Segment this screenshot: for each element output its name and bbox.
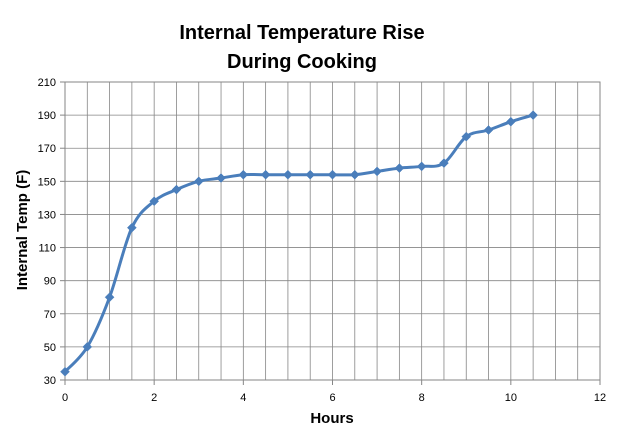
data-point-marker — [82, 342, 93, 352]
x-tick-label: 6 — [329, 392, 335, 404]
y-tick-label: 30 — [44, 375, 56, 387]
y-tick-label: 210 — [38, 77, 56, 89]
x-tick-label: 2 — [151, 392, 157, 404]
x-tick-label: 8 — [419, 392, 425, 404]
data-point-marker — [394, 163, 405, 173]
y-tick-label: 70 — [44, 309, 56, 321]
y-tick-label: 50 — [44, 342, 56, 354]
y-tick-label: 110 — [38, 243, 56, 255]
chart-title-line-2: During Cooking — [227, 51, 377, 73]
data-point-marker — [416, 161, 427, 172]
y-tick-label: 190 — [38, 110, 56, 122]
data-point-marker — [505, 116, 516, 127]
y-tick-label: 130 — [38, 209, 56, 221]
chart-title: Internal Temperature Rise During Cooking — [179, 22, 424, 73]
y-tick-label: 150 — [38, 176, 56, 188]
data-point-marker — [483, 125, 494, 135]
y-axis-title: Internal Temp (F) — [14, 170, 31, 291]
data-point-marker — [305, 169, 316, 180]
x-axis-title: Hours — [310, 410, 353, 427]
data-point-marker — [349, 169, 360, 180]
data-point-marker — [104, 292, 115, 303]
y-tick-label: 90 — [44, 276, 56, 288]
chart-title-line-1: Internal Temperature Rise — [179, 22, 424, 44]
y-axis-ticks: 30 50 70 90 110 130 150 170 190 210 — [38, 77, 65, 387]
data-point-marker — [283, 169, 293, 180]
series-layer — [60, 110, 538, 377]
series-line — [63, 113, 535, 374]
y-tick-label: 170 — [38, 143, 56, 155]
x-tick-label: 0 — [62, 392, 68, 404]
data-point-marker — [461, 131, 472, 142]
data-point-marker — [60, 366, 70, 377]
data-point-marker — [193, 176, 204, 187]
data-point-marker — [238, 169, 249, 180]
x-tick-label: 4 — [240, 392, 246, 404]
x-tick-label: 12 — [594, 392, 606, 404]
data-point-marker — [149, 196, 160, 207]
data-point-marker — [216, 173, 226, 183]
data-point-marker — [372, 166, 382, 177]
x-tick-label: 10 — [505, 392, 517, 404]
data-point-marker — [327, 169, 338, 180]
data-point-marker — [127, 222, 137, 233]
x-axis-ticks: 0 2 4 6 8 10 12 — [62, 380, 606, 404]
data-point-marker — [171, 184, 182, 195]
data-point-marker — [260, 169, 271, 180]
data-point-marker — [528, 110, 538, 120]
data-point-marker — [439, 158, 449, 168]
grid — [64, 81, 601, 381]
